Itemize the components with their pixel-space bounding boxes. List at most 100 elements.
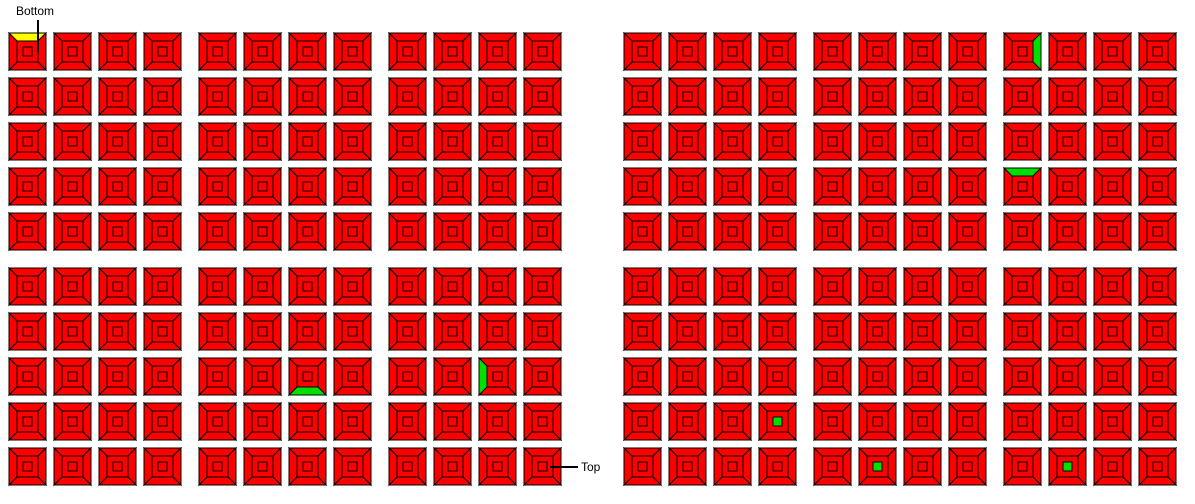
- tile: [242, 166, 283, 207]
- tile-inner: [872, 281, 883, 292]
- tile: [197, 446, 238, 487]
- tile: [97, 31, 138, 72]
- tile: [287, 76, 328, 117]
- tile: [947, 446, 988, 487]
- tile-inner: [1107, 136, 1118, 147]
- tile-inner: [67, 226, 78, 237]
- tile-inner: [157, 91, 168, 102]
- tile: [242, 311, 283, 352]
- tile: [902, 266, 943, 307]
- tile: [52, 446, 93, 487]
- tile-inner: [347, 46, 358, 57]
- tile-inner: [302, 326, 313, 337]
- tile-inner: [492, 461, 503, 472]
- tile: [142, 266, 183, 307]
- tile: [477, 121, 518, 162]
- tile-inner: [727, 226, 738, 237]
- tile-inner: [772, 91, 783, 102]
- tile: [1002, 356, 1043, 397]
- tile-inner: [302, 91, 313, 102]
- tile: [242, 121, 283, 162]
- tile: [97, 356, 138, 397]
- tile-inner: [917, 91, 928, 102]
- tile: [757, 446, 798, 487]
- tile: [7, 401, 48, 442]
- tile-inner: [537, 371, 548, 382]
- tile-inner: [447, 416, 458, 427]
- tile-inner: [257, 281, 268, 292]
- tile-inner: [1017, 181, 1028, 192]
- tile: [947, 166, 988, 207]
- tile: [902, 311, 943, 352]
- tile-inner: [402, 326, 413, 337]
- tile: [432, 311, 473, 352]
- tile: [812, 211, 853, 252]
- tile-inner: [212, 181, 223, 192]
- tile-inner: [772, 281, 783, 292]
- tile-inner: [637, 326, 648, 337]
- tile: [947, 311, 988, 352]
- tile-inner: [112, 226, 123, 237]
- tile-inner: [1062, 281, 1073, 292]
- tile-inner: [962, 136, 973, 147]
- tile-inner: [302, 371, 313, 382]
- tile-inner: [537, 91, 548, 102]
- tile: [332, 446, 373, 487]
- tile-inner: [537, 136, 548, 147]
- tile-inner: [302, 136, 313, 147]
- tile: [902, 166, 943, 207]
- tile: [242, 356, 283, 397]
- tile: [712, 166, 753, 207]
- tile-inner: [772, 226, 783, 237]
- tile-inner: [637, 461, 648, 472]
- tile-inner: [67, 461, 78, 472]
- tile-inner: [1152, 371, 1163, 382]
- tile-inner: [1107, 326, 1118, 337]
- tile-inner: [22, 136, 33, 147]
- tile: [857, 76, 898, 117]
- tile-inner: [727, 371, 738, 382]
- tile: [1092, 266, 1133, 307]
- tile: [1002, 266, 1043, 307]
- tile-inner: [1017, 416, 1028, 427]
- tile: [1002, 311, 1043, 352]
- tile: [902, 211, 943, 252]
- tile: [1137, 446, 1178, 487]
- tile-inner: [492, 91, 503, 102]
- tile-inner: [157, 46, 168, 57]
- tile: [432, 266, 473, 307]
- tile-inner: [772, 326, 783, 337]
- tile: [522, 211, 563, 252]
- tile: [7, 76, 48, 117]
- tile: [477, 31, 518, 72]
- tile: [97, 311, 138, 352]
- tile-inner: [492, 136, 503, 147]
- tile-inner: [257, 326, 268, 337]
- tile: [1047, 166, 1088, 207]
- tile-inner: [447, 371, 458, 382]
- tile: [1092, 401, 1133, 442]
- tile: [242, 266, 283, 307]
- tile-inner: [22, 326, 33, 337]
- tile-inner: [917, 371, 928, 382]
- tile: [142, 121, 183, 162]
- tile: [7, 166, 48, 207]
- tile-inner: [1107, 226, 1118, 237]
- tile: [947, 356, 988, 397]
- tile: [812, 446, 853, 487]
- tile: [142, 211, 183, 252]
- tile: [1047, 76, 1088, 117]
- tile: [622, 76, 663, 117]
- tile: [287, 266, 328, 307]
- tile-inner: [112, 416, 123, 427]
- tile-inner: [1062, 371, 1073, 382]
- tile: [1137, 211, 1178, 252]
- tile-inner: [257, 226, 268, 237]
- tile: [712, 401, 753, 442]
- tile: [7, 356, 48, 397]
- tile-inner: [347, 461, 358, 472]
- tile-inner: [727, 326, 738, 337]
- tile-inner: [962, 46, 973, 57]
- tile-inner: [212, 136, 223, 147]
- tile-inner: [112, 136, 123, 147]
